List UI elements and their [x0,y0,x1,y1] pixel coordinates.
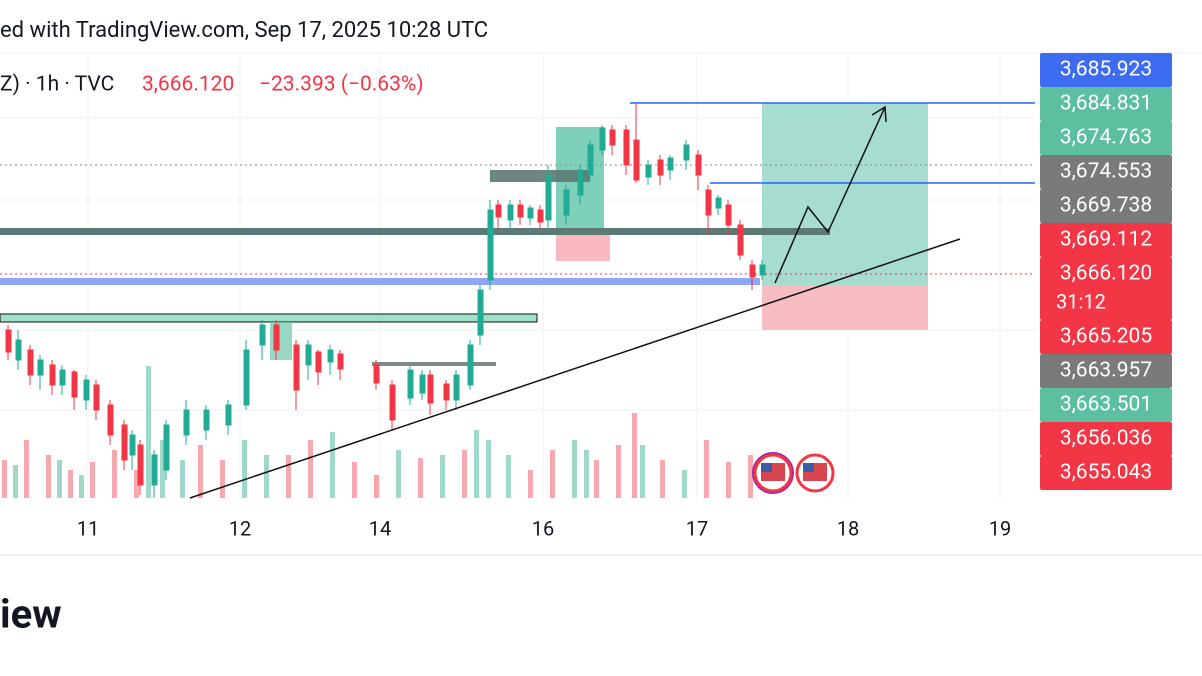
last-price: 3,666.120 [142,73,234,97]
red-zone [556,235,610,261]
demand-box [0,313,538,323]
support-band [0,278,760,285]
price-change: −23.393 (−0.63%) [259,73,424,97]
volume-red [2,413,753,498]
small-zone [270,322,292,360]
price-tag [1040,257,1172,320]
price-tag [1040,53,1172,87]
time-label: 16 [532,516,554,540]
price-tag-text: 3,655.043 [1060,461,1152,485]
resistance-band [0,228,830,235]
volume-green [13,366,687,498]
candles-red [5,103,756,495]
price-tag [1040,155,1172,189]
price-tag [1040,223,1172,257]
price-tag-text: 3,656.036 [1060,427,1152,451]
arrow-head [871,105,887,123]
countdown: 31:12 [1056,289,1106,313]
time-label: 12 [229,516,251,540]
price-tag [1040,456,1172,490]
price-tag-text: 3,674.763 [1060,126,1152,150]
price-tag-text: 3,669.112 [1060,228,1152,252]
brand: iew [0,591,62,638]
price-tag-text: 3,666.120 [1060,262,1152,286]
price-tag-text: 3,663.957 [1060,359,1152,383]
symbol-name: Z) · 1h · TVC [0,73,114,97]
price-tag [1040,422,1172,456]
candles-green [15,125,766,498]
time-label: 18 [837,516,859,540]
projection-arrow [774,106,886,284]
price-tag [1040,189,1172,223]
price-tag [1040,87,1172,121]
price-tag [1040,121,1172,155]
price-tag [1040,320,1172,354]
flag-canton [803,463,814,472]
price-tag-text: 3,685.923 [1060,58,1152,82]
flag-canton [761,463,772,472]
header-caption: ed with TradingView.com, Sep 17, 2025 10… [0,18,488,43]
time-label: 19 [989,516,1011,540]
price-tag-text: 3,669.738 [1060,194,1152,218]
price-tag-text: 3,674.553 [1060,160,1152,184]
small-band [372,362,496,366]
time-label: 17 [686,516,708,540]
price-tag-text: 3,663.501 [1060,393,1152,417]
price-tag-text: 3,684.831 [1060,92,1152,116]
gray-box [490,170,590,182]
long-stop-zone [762,285,928,330]
price-tag [1040,354,1172,388]
time-label: 14 [369,516,391,540]
time-label: 11 [77,516,99,540]
price-tag [1040,388,1172,422]
trendline [189,238,961,499]
price-tag-text: 3,665.205 [1060,325,1152,349]
